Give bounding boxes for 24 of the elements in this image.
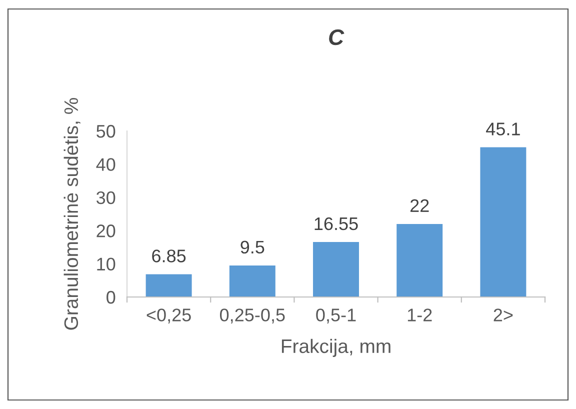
bar	[313, 242, 359, 297]
x-tick-label: 2>	[494, 308, 513, 322]
x-tick-label: 0,5-1	[316, 308, 356, 324]
y-tick-label: 20	[96, 224, 116, 238]
bar	[480, 147, 526, 297]
y-tick-label: 40	[96, 158, 116, 171]
data-label: 22	[410, 199, 429, 212]
bar	[146, 274, 192, 297]
chart-title: C	[329, 29, 344, 46]
bar	[396, 224, 443, 297]
x-tick-label: <0,25	[146, 308, 191, 324]
x-axis-title: Frakcija, mm	[282, 338, 390, 357]
x-tick-label: 1-2	[408, 308, 432, 322]
y-axis-title: Granuliometrinė sudėtis, %	[64, 98, 80, 330]
y-tick-label: 0	[106, 290, 116, 304]
data-label: 16.55	[314, 217, 358, 230]
y-tick-label: 50	[96, 124, 116, 138]
y-tick-label: 30	[96, 191, 116, 204]
y-tick-label: 10	[97, 258, 116, 271]
data-label: 6.85	[152, 250, 186, 262]
x-tick-label: 0,25-0,5	[220, 308, 285, 324]
bar	[229, 265, 276, 297]
data-label: 9.5	[240, 240, 264, 254]
data-label: 45.1	[486, 122, 520, 136]
